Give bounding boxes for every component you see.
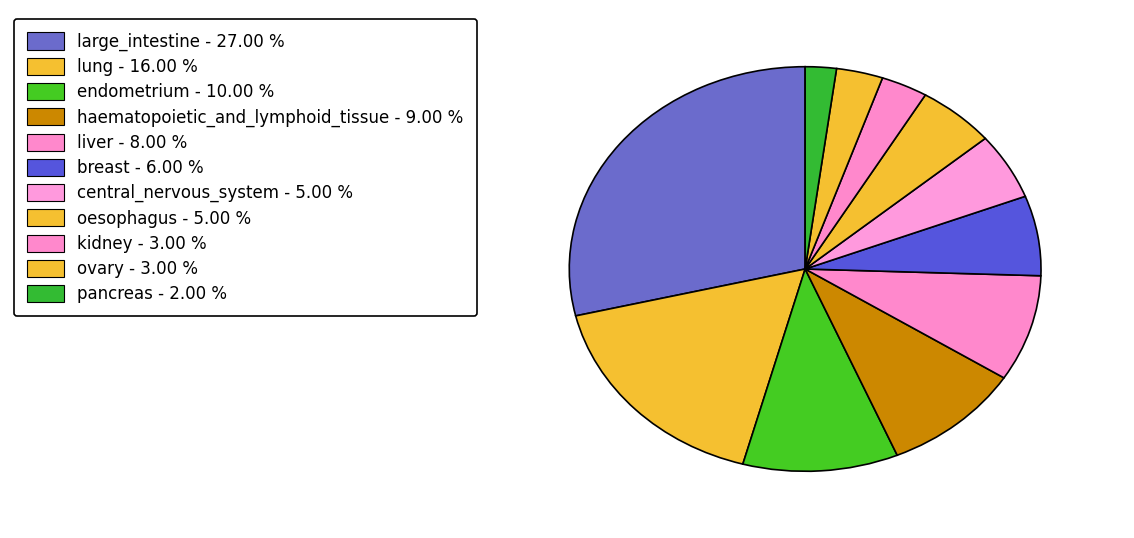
Wedge shape xyxy=(569,67,805,316)
Wedge shape xyxy=(805,269,1041,378)
Wedge shape xyxy=(805,269,1004,455)
Legend: large_intestine - 27.00 %, lung - 16.00 %, endometrium - 10.00 %, haematopoietic: large_intestine - 27.00 %, lung - 16.00 … xyxy=(14,19,477,316)
Wedge shape xyxy=(805,67,837,269)
Wedge shape xyxy=(743,269,897,471)
Wedge shape xyxy=(805,68,882,269)
Wedge shape xyxy=(805,196,1041,276)
Wedge shape xyxy=(576,269,805,464)
Wedge shape xyxy=(805,78,925,269)
Wedge shape xyxy=(805,95,985,269)
Wedge shape xyxy=(805,138,1025,269)
